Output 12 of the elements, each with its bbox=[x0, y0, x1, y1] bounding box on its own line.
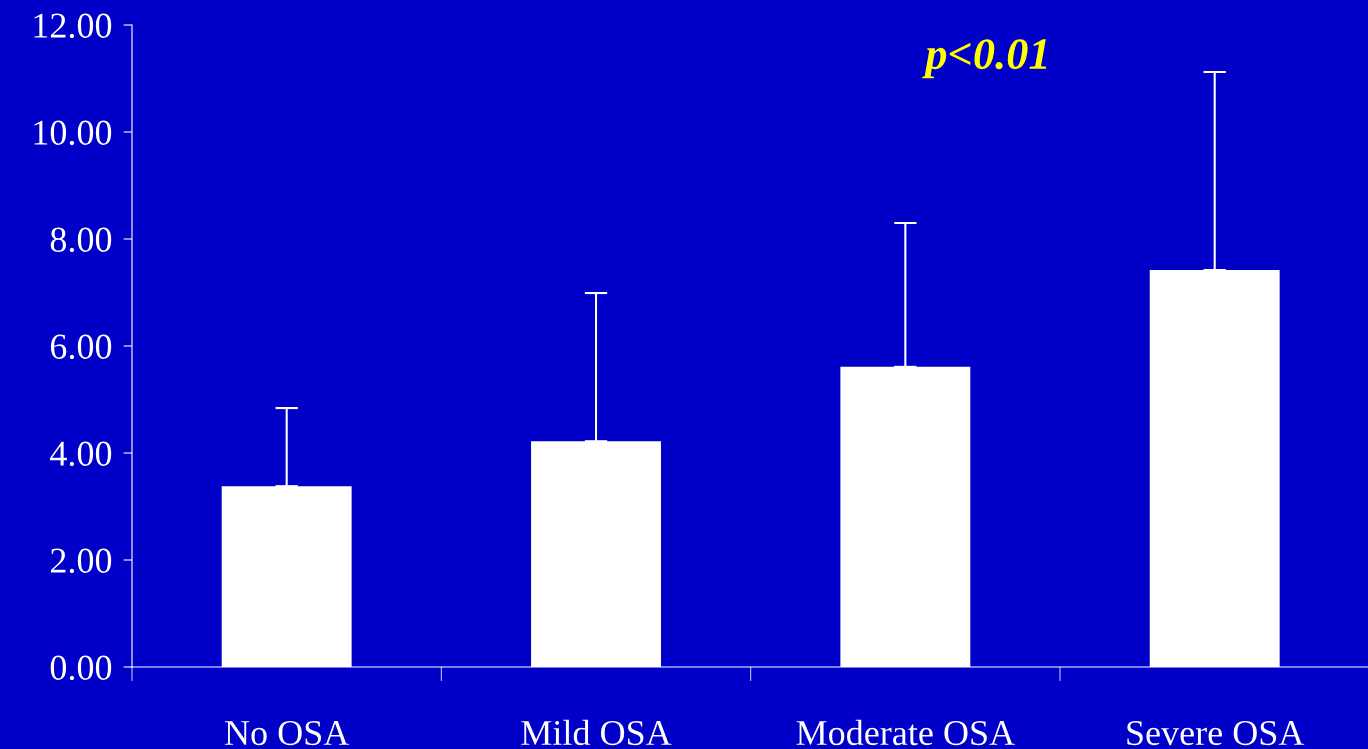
y-tick-label: 10.00 bbox=[34, 120, 112, 146]
y-tick-label: 8.00 bbox=[50, 227, 112, 253]
y-tick-label: 6.00 bbox=[50, 334, 112, 360]
x-tick-label: Mild OSA bbox=[521, 719, 672, 746]
x-tick-label: Severe OSA bbox=[1127, 720, 1305, 746]
y-tick-label: 4.00 bbox=[50, 441, 112, 467]
annotation: p<0.01 bbox=[922, 39, 1047, 79]
x-tick-label: Moderate OSA bbox=[796, 719, 1015, 746]
y-tick-label: 2.00 bbox=[50, 548, 112, 574]
y-tick-label: 12.00 bbox=[34, 13, 112, 39]
y-tick-label: 0.00 bbox=[50, 655, 112, 681]
x-tick-label: No OSA bbox=[225, 720, 350, 746]
